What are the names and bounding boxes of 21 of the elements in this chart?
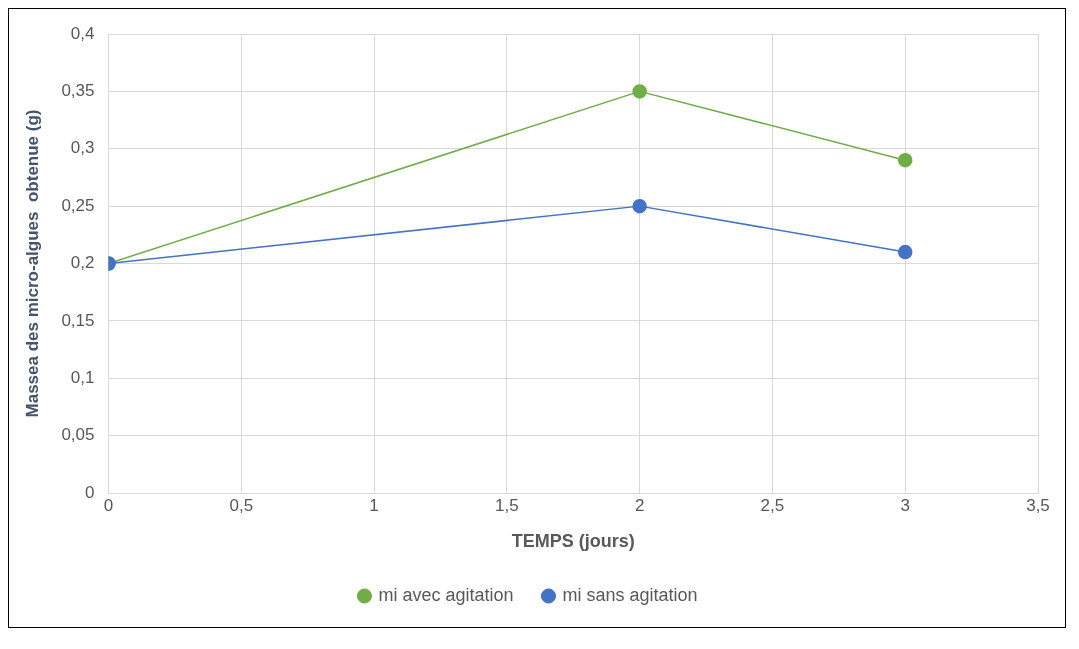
y-tick-label: 0,1	[70, 367, 95, 387]
y-tick-label: 0,3	[70, 138, 95, 158]
x-tick-label: 3,5	[1026, 495, 1050, 515]
y-tick-label: 0,25	[61, 195, 95, 215]
y-tick-label: 0,4	[70, 23, 95, 43]
x-tick-label: 0,5	[229, 495, 254, 515]
y-tick-label: 0,15	[61, 310, 95, 330]
x-tick-label: 2,5	[760, 495, 785, 515]
legend-label: mi sans agitation	[562, 584, 698, 605]
y-tick-label: 0,2	[70, 253, 95, 273]
x-tick-label: 1	[369, 495, 379, 515]
x-tick-label: 2	[634, 495, 645, 515]
y-axis-title: Massea des micro-algues obtenue (g)	[22, 109, 42, 418]
x-tick-label: 0	[103, 495, 114, 515]
y-tick-label: 0	[85, 482, 95, 502]
y-tick-label: 0,35	[61, 81, 95, 101]
x-axis-title: TEMPS (jours)	[511, 531, 635, 552]
legend-label: mi avec agitation	[378, 584, 514, 605]
x-tick-label: 1,5	[495, 495, 519, 515]
x-tick-label: 3	[900, 495, 910, 515]
y-tick-label: 0,05	[61, 425, 95, 445]
